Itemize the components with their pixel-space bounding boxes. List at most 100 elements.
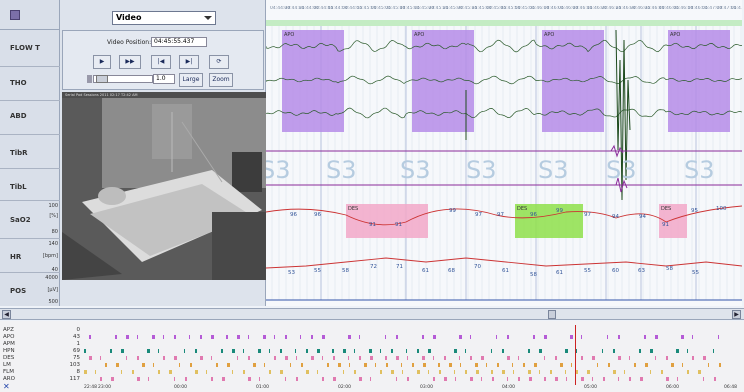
- des-event-label: DES: [348, 206, 358, 212]
- event-mark: [454, 370, 455, 374]
- event-row[interactable]: APM 1: [0, 341, 744, 347]
- hr-value: 58: [342, 268, 349, 274]
- event-mark: [475, 363, 478, 367]
- menu-icon[interactable]: [10, 10, 20, 20]
- sao2-value: 99: [556, 208, 563, 214]
- event-mark: [348, 356, 349, 360]
- channel-label-abd[interactable]: ABD: [10, 112, 27, 120]
- event-mark: [655, 335, 658, 339]
- event-mark: [428, 370, 429, 374]
- video-view-select[interactable]: Video: [112, 11, 216, 25]
- slider-thumb[interactable]: [96, 75, 108, 83]
- channel-label-flow[interactable]: FLOW T: [10, 44, 40, 52]
- previous-button[interactable]: |◀: [151, 55, 171, 69]
- event-row-track: [84, 348, 744, 354]
- event-mark: [692, 356, 694, 360]
- des-event-box: [659, 204, 687, 238]
- event-mark: [264, 363, 265, 367]
- event-mark: [640, 377, 643, 381]
- event-mark: [539, 349, 542, 353]
- scroll-thumb[interactable]: [548, 310, 556, 319]
- event-mark: [459, 335, 462, 339]
- event-mark: [115, 335, 117, 339]
- channel-label-hr[interactable]: HR: [10, 253, 22, 261]
- event-mark: [470, 377, 473, 381]
- event-mark: [322, 335, 325, 339]
- playback-rate-field[interactable]: 1.0: [153, 74, 175, 84]
- event-mark: [565, 349, 568, 353]
- sleep-stage-label: S3: [606, 156, 637, 184]
- des-event-box: [515, 204, 583, 238]
- event-row-count: 0: [76, 327, 81, 333]
- event-mark: [369, 349, 372, 353]
- event-mark: [248, 356, 250, 360]
- event-row-count: 103: [69, 362, 81, 368]
- event-row-name: APM: [3, 341, 15, 347]
- channel-label-sao2[interactable]: SaO2: [10, 216, 31, 224]
- close-icon[interactable]: ✕: [3, 382, 10, 391]
- sleep-stage-label: S3: [538, 156, 569, 184]
- event-mark: [343, 349, 346, 353]
- signal-area[interactable]: 04:44:30 04:44:35 04:44:40 04:44:45 04:44:50…: [266, 0, 742, 306]
- event-mark: [253, 363, 256, 367]
- event-mark: [406, 349, 407, 353]
- hr-value: 68: [448, 268, 455, 274]
- event-mark: [650, 370, 651, 374]
- next-button[interactable]: ▶|: [179, 55, 199, 69]
- sao2-value: 91: [369, 222, 376, 228]
- event-mark: [280, 349, 282, 353]
- epoch-band: [266, 20, 742, 26]
- event-row[interactable]: ARO 117: [0, 376, 744, 382]
- horizontal-scrollbar[interactable]: ◀ ▶: [0, 308, 744, 320]
- event-mark: [576, 349, 577, 353]
- channel-label-tho[interactable]: THO: [10, 79, 27, 87]
- event-row[interactable]: APO 43: [0, 334, 744, 340]
- video-position-field[interactable]: 04:45:55.437: [151, 37, 207, 47]
- event-mark: [121, 349, 124, 353]
- scroll-left-button[interactable]: ◀: [2, 310, 11, 319]
- event-mark: [719, 363, 721, 367]
- play-button[interactable]: ▶: [93, 55, 111, 69]
- sleep-stage-label: S3: [466, 156, 497, 184]
- event-row-count: 117: [69, 376, 81, 382]
- event-row[interactable]: FLM 8: [0, 369, 744, 375]
- event-mark: [528, 370, 531, 374]
- event-mark: [544, 356, 545, 360]
- event-mark: [311, 335, 313, 339]
- event-row[interactable]: LM 103: [0, 362, 744, 368]
- event-mark: [666, 377, 669, 381]
- event-mark: [618, 356, 621, 360]
- channel-label-tibr[interactable]: TibR: [10, 149, 28, 157]
- playback-slider[interactable]: [93, 75, 153, 83]
- event-row-track: [84, 355, 744, 361]
- event-row-count: 75: [73, 355, 80, 361]
- event-mark: [391, 349, 393, 353]
- event-mark: [189, 335, 190, 339]
- sleep-stage-label: S3: [266, 156, 291, 184]
- event-mark: [676, 349, 679, 353]
- event-row[interactable]: DES 75: [0, 355, 744, 361]
- event-mark: [396, 377, 397, 381]
- event-mark: [263, 335, 266, 339]
- sync-button[interactable]: ⟳: [209, 55, 229, 69]
- event-mark: [433, 356, 434, 360]
- event-row[interactable]: HPN 69: [0, 348, 744, 354]
- fast-forward-button[interactable]: ▶▶: [119, 55, 141, 69]
- scroll-right-button[interactable]: ▶: [732, 310, 741, 319]
- event-row-count: 69: [73, 348, 80, 354]
- channel-label-column: FLOW T THO ABD TibR TibL SaO2 HR POS: [0, 0, 60, 306]
- timeline-tick: 04:46:10: [558, 6, 579, 11]
- event-mark: [718, 335, 719, 339]
- event-row[interactable]: APZ 0: [0, 327, 744, 333]
- channel-label-tibl[interactable]: TibL: [10, 183, 27, 191]
- channel-label-pos[interactable]: POS: [10, 287, 27, 295]
- event-mark: [364, 363, 367, 367]
- timeline-tick: 04:45:35: [457, 6, 478, 11]
- large-button[interactable]: Large: [179, 73, 203, 87]
- event-mark: [486, 363, 487, 367]
- video-frame[interactable]: Serial Pod Sessions 2011 02:17 T2:42 AM: [62, 92, 266, 280]
- event-mark: [459, 356, 460, 360]
- sao2-trace: [266, 205, 742, 226]
- zoom-button[interactable]: Zoom: [209, 73, 233, 87]
